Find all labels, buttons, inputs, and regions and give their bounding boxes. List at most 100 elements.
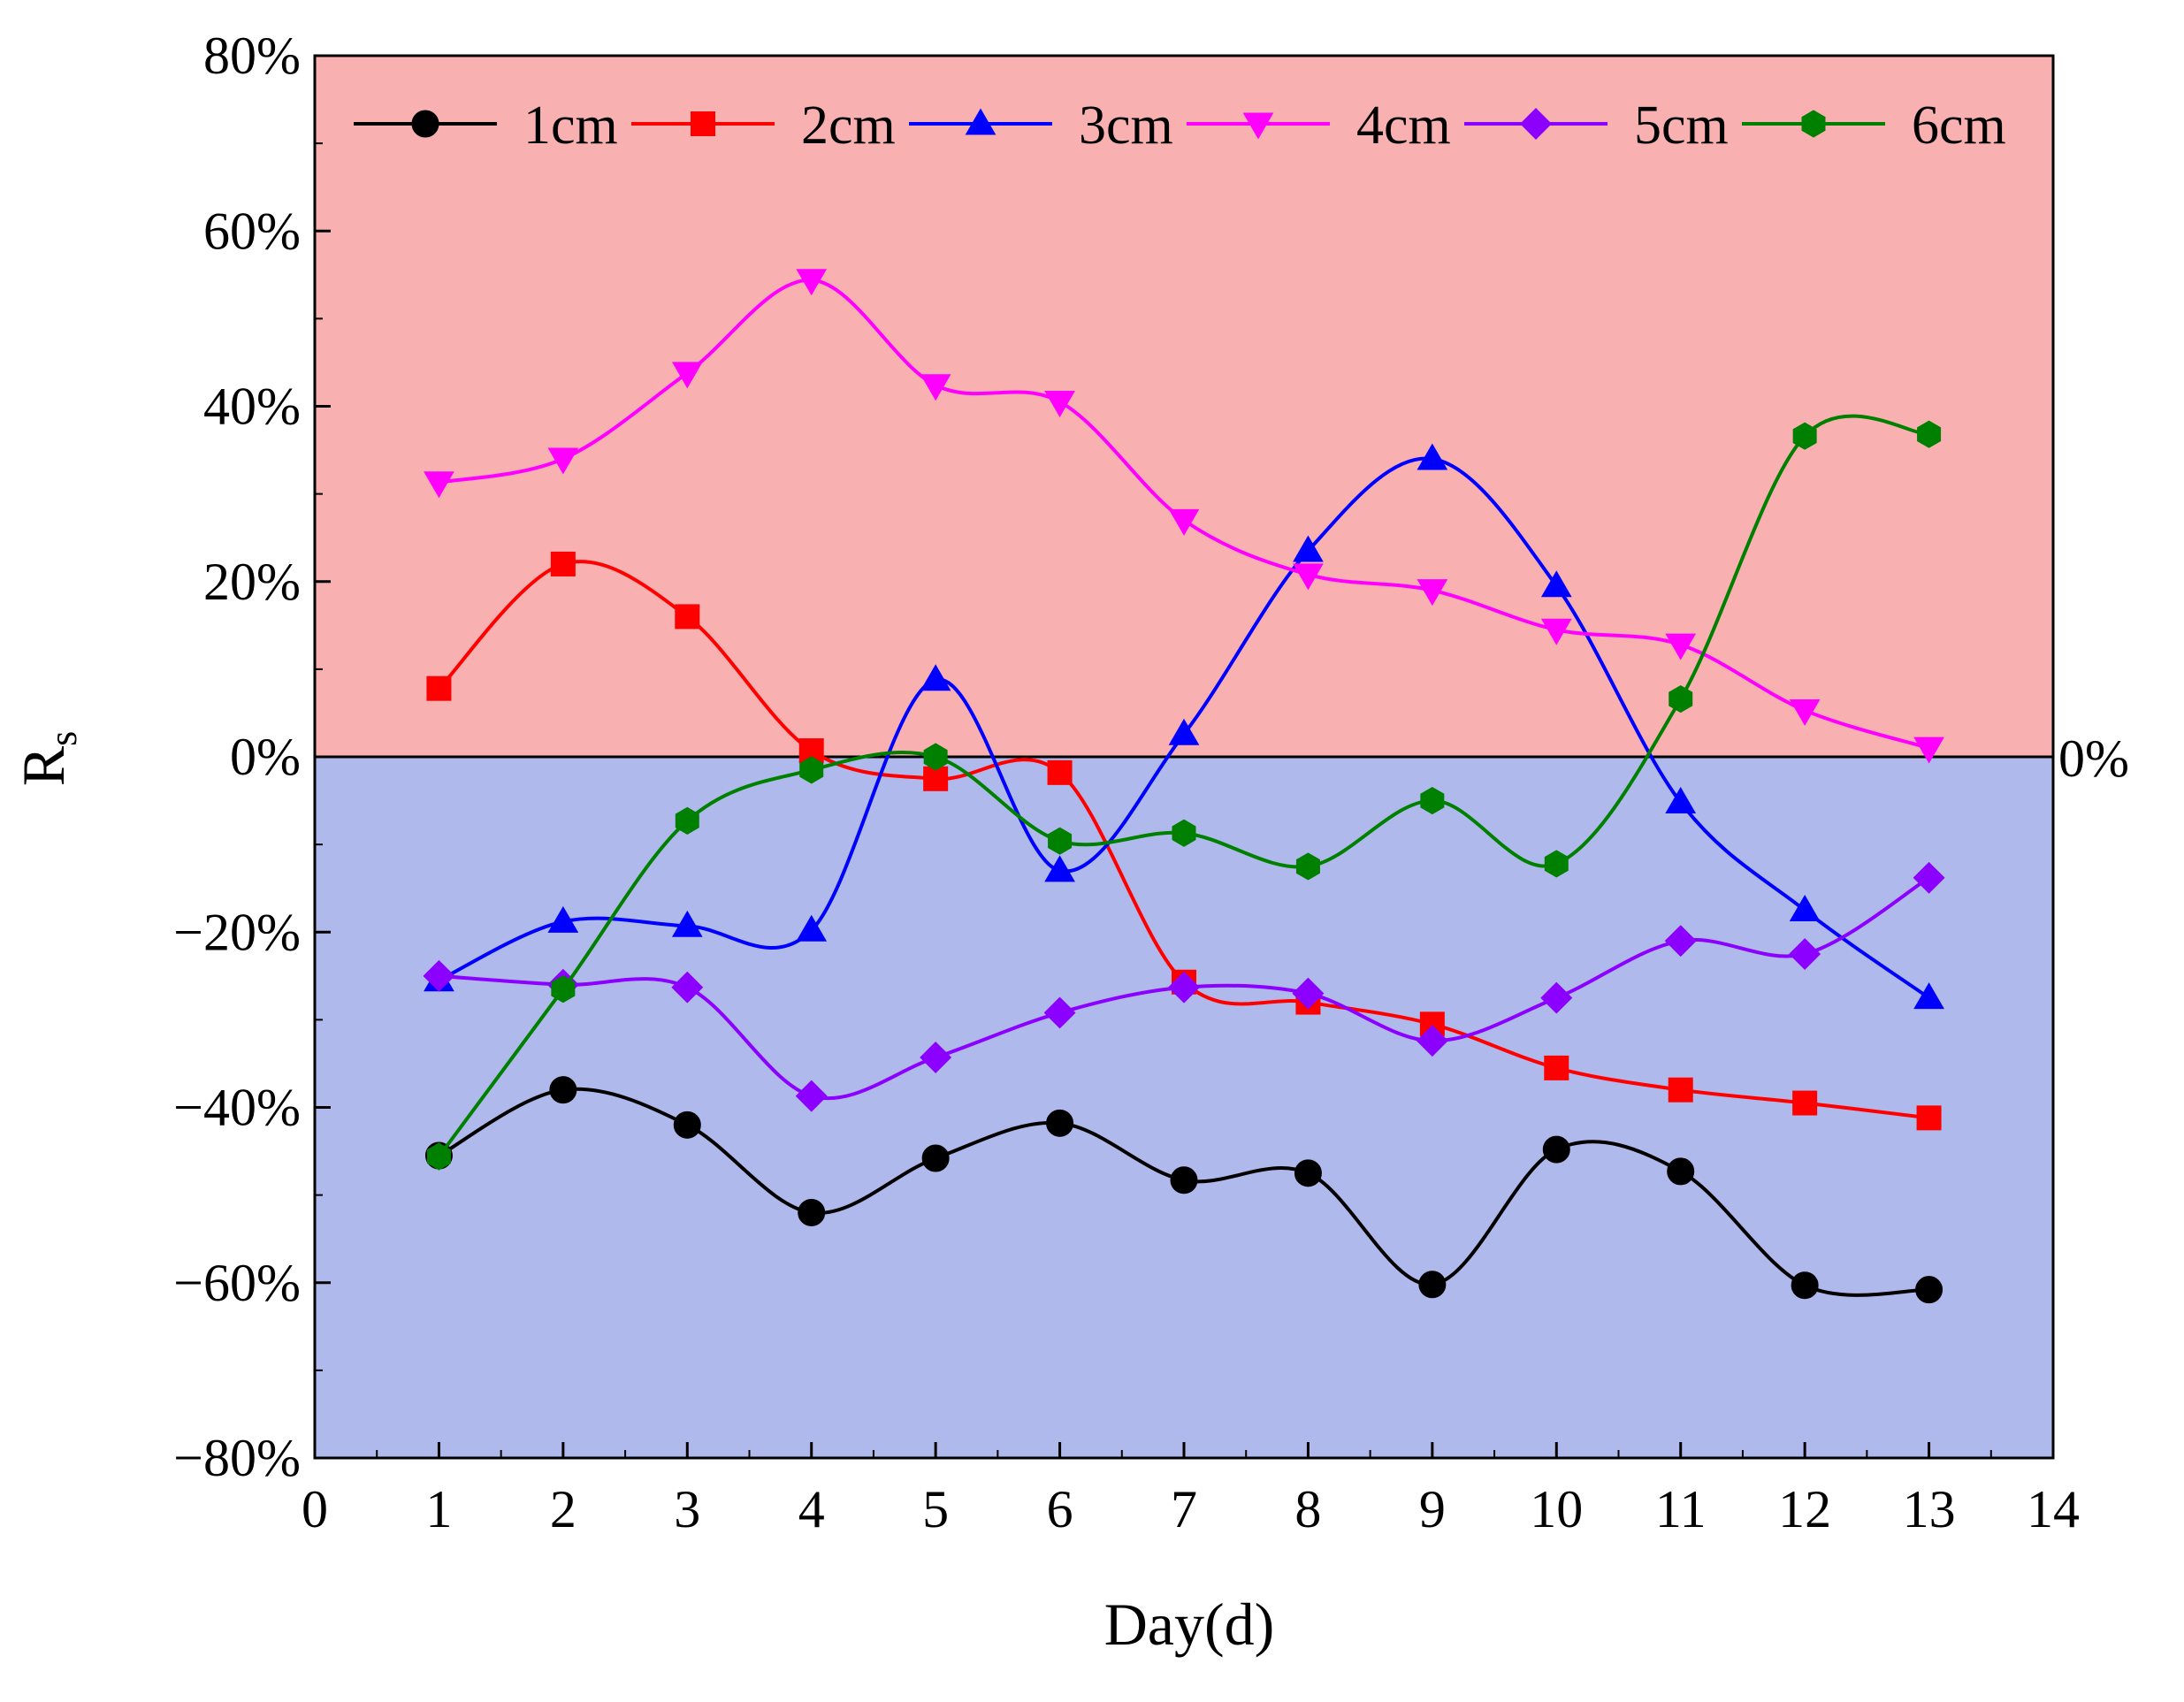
y-tick-label: 0% xyxy=(230,728,301,786)
data-point-5cm-day-5 xyxy=(920,1042,952,1073)
legend-item-4cm: 4cm xyxy=(1187,95,1451,156)
data-point-6cm-day-11 xyxy=(1669,685,1693,714)
data-point-2cm-day-1 xyxy=(426,675,452,701)
data-point-3cm-day-2 xyxy=(547,905,579,933)
data-point-1cm-day-13 xyxy=(1915,1276,1943,1304)
y-tick-label: −60% xyxy=(173,1254,301,1312)
legend: 1cm 2cm 3cm 4cm 5cm 6cm xyxy=(354,95,2006,156)
data-point-5cm-day-11 xyxy=(1664,925,1697,958)
x-tick-label: 7 xyxy=(1171,1480,1197,1538)
data-point-5cm-day-12 xyxy=(1789,938,1821,970)
data-point-5cm-day-9 xyxy=(1416,1025,1448,1057)
data-point-4cm-day-3 xyxy=(671,362,703,389)
data-point-1cm-day-5 xyxy=(921,1144,950,1172)
data-point-5cm-day-10 xyxy=(1540,981,1573,1014)
data-point-5cm-day-6 xyxy=(1043,996,1076,1029)
data-point-5cm-day-3 xyxy=(671,971,704,1004)
x-tick-label: 2 xyxy=(550,1480,577,1538)
data-point-6cm-day-2 xyxy=(551,975,576,1004)
series-layer xyxy=(423,269,1945,1304)
y-axis-title-main: R xyxy=(10,745,77,786)
series-6cm xyxy=(426,414,1942,1171)
axes: 0 1 2 3 4 5 6 7 8 9 10 11 12 13 1480%60%40%20%0%−20%−4… xyxy=(173,27,2129,1538)
data-point-1cm-day-8 xyxy=(1294,1159,1322,1187)
data-point-5cm-day-4 xyxy=(795,1080,828,1112)
y-tick-label: 80% xyxy=(203,27,301,85)
series-3cm xyxy=(424,443,1944,1010)
data-point-5cm-day-13 xyxy=(1913,861,1945,894)
positive-region xyxy=(315,56,2053,757)
y-tick-label: −80% xyxy=(173,1429,301,1487)
data-point-4cm-day-5 xyxy=(920,374,951,401)
y-axis-title-sub: s xyxy=(42,731,85,746)
legend-item-5cm: 5cm xyxy=(1464,95,1729,156)
legend-item-6cm: 6cm xyxy=(1742,95,2006,156)
x-tick-label: 9 xyxy=(1419,1480,1446,1538)
data-point-2cm-day-6 xyxy=(1047,759,1073,785)
data-point-1cm-day-6 xyxy=(1046,1109,1074,1137)
series-4cm xyxy=(424,269,1944,764)
y-axis-title: Rs xyxy=(10,731,85,786)
data-point-6cm-day-13 xyxy=(1917,420,1942,448)
data-point-6cm-day-6 xyxy=(1048,827,1073,855)
data-point-4cm-day-6 xyxy=(1044,391,1075,418)
legend-item-2cm: 2cm xyxy=(631,95,896,156)
x-tick-label: 0 xyxy=(302,1480,328,1538)
x-tick-label: 4 xyxy=(798,1480,825,1538)
data-point-1cm-day-3 xyxy=(673,1110,701,1139)
svg-text:Rs: Rs xyxy=(10,731,85,786)
x-axis-title: Day(d) xyxy=(1104,1591,1275,1658)
data-point-1cm-day-9 xyxy=(1418,1271,1447,1299)
data-point-1cm-day-10 xyxy=(1542,1135,1570,1164)
data-point-6cm-day-4 xyxy=(799,756,824,784)
data-point-3cm-day-5 xyxy=(920,664,951,691)
data-point-4cm-day-7 xyxy=(1168,508,1200,536)
data-point-3cm-day-4 xyxy=(796,914,828,942)
legend-item-3cm: 3cm xyxy=(909,95,1173,156)
data-point-2cm-day-5 xyxy=(923,766,949,791)
data-point-6cm-day-3 xyxy=(675,806,699,835)
y-tick-label: 40% xyxy=(203,378,301,436)
data-point-4cm-day-4 xyxy=(796,269,828,296)
data-point-3cm-day-8 xyxy=(1293,535,1324,562)
data-point-4cm-day-12 xyxy=(1789,698,1821,726)
legend-label-1cm: 1cm xyxy=(523,95,618,156)
legend-label-6cm: 6cm xyxy=(1912,95,2006,156)
data-point-3cm-day-11 xyxy=(1665,787,1697,814)
data-point-1cm-day-2 xyxy=(549,1076,577,1104)
x-tick-label: 12 xyxy=(1778,1480,1831,1538)
data-point-6cm-day-7 xyxy=(1172,819,1196,847)
data-point-3cm-day-13 xyxy=(1913,982,1944,1010)
data-point-3cm-day-10 xyxy=(1540,570,1572,598)
legend-marker-3cm xyxy=(965,108,997,135)
y-tick-label: −40% xyxy=(173,1079,301,1137)
x-tick-label: 1 xyxy=(425,1480,452,1538)
legend-marker-1cm xyxy=(411,110,439,138)
data-point-2cm-day-2 xyxy=(550,551,576,576)
zero-line-label: 0% xyxy=(2058,729,2129,788)
x-tick-label: 5 xyxy=(922,1480,949,1538)
data-point-4cm-day-10 xyxy=(1540,618,1572,645)
x-tick-label: 3 xyxy=(674,1480,700,1538)
data-point-6cm-day-5 xyxy=(923,743,948,771)
data-point-3cm-day-9 xyxy=(1417,443,1448,470)
data-point-3cm-day-7 xyxy=(1168,718,1200,745)
legend-label-2cm: 2cm xyxy=(801,95,896,156)
legend-label-4cm: 4cm xyxy=(1356,95,1451,156)
legend-label-5cm: 5cm xyxy=(1634,95,1729,156)
data-point-5cm-day-7 xyxy=(1168,971,1200,1004)
series-1cm xyxy=(424,1076,1943,1304)
data-point-1cm-day-12 xyxy=(1791,1271,1819,1300)
data-point-4cm-day-2 xyxy=(547,447,579,475)
data-point-6cm-day-1 xyxy=(426,1142,451,1171)
data-point-2cm-day-13 xyxy=(1916,1105,1942,1131)
x-tick-label: 10 xyxy=(1530,1480,1583,1538)
plot-background xyxy=(315,56,2053,1458)
data-point-4cm-day-1 xyxy=(424,471,454,499)
data-point-3cm-day-3 xyxy=(671,910,703,937)
data-point-2cm-day-10 xyxy=(1544,1055,1569,1080)
data-point-6cm-day-10 xyxy=(1544,850,1569,878)
y-tick-label: 20% xyxy=(203,553,301,611)
legend-marker-6cm xyxy=(1801,110,1826,138)
data-point-6cm-day-8 xyxy=(1295,852,1320,881)
